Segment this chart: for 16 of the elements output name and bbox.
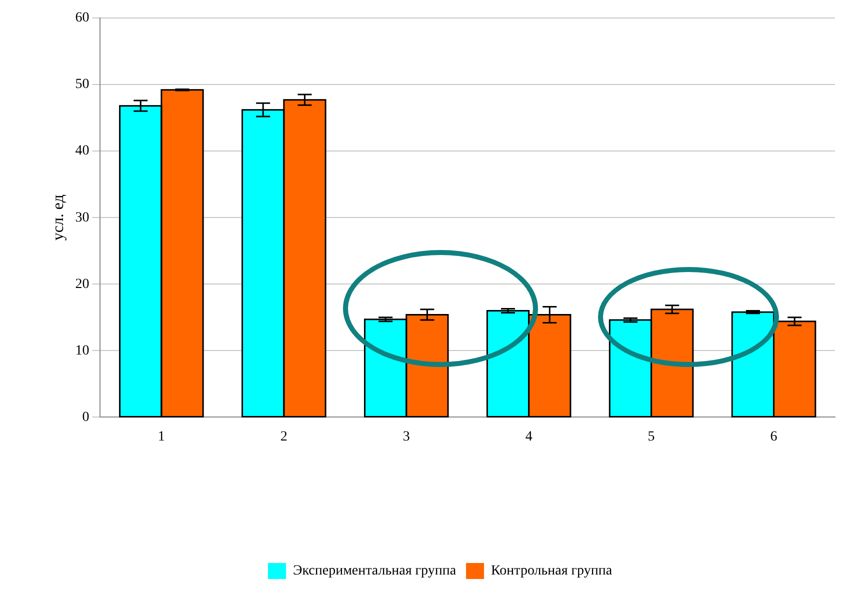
x-tick-label: 2: [280, 429, 288, 444]
x-tick-label: 6: [770, 429, 778, 444]
y-tick-label: 10: [75, 343, 90, 358]
x-tick-label: 3: [402, 429, 410, 444]
x-tick-label: 4: [525, 429, 532, 444]
x-tick-label: 5: [648, 429, 655, 444]
legend-label: Экспериментальная группа: [292, 564, 457, 579]
x-tick-label: 1: [158, 429, 165, 444]
y-tick-label: 30: [75, 210, 90, 226]
y-tick-label: 20: [75, 276, 90, 292]
y-tick-label: 60: [75, 10, 90, 26]
legend-label: Контрольная группа: [491, 564, 613, 579]
y-tick-label: 0: [82, 410, 90, 425]
y-tick-label: 40: [75, 144, 90, 159]
y-axis-title: усл. ед: [50, 194, 67, 241]
y-tick-label: 50: [75, 77, 90, 92]
